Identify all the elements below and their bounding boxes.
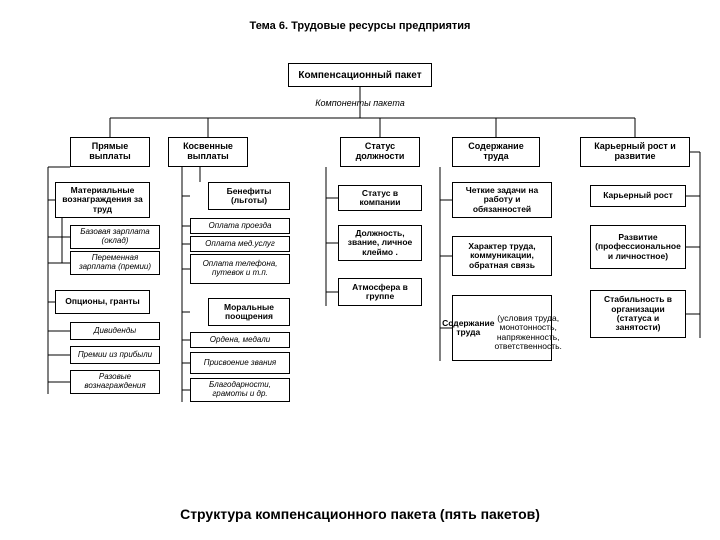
node-23: Стабильность в организации (статуса и за… xyxy=(590,290,686,338)
node-17: Атмосфера в группе xyxy=(338,278,422,306)
diagram-canvas: Тема 6. Трудовые ресурсы предприятия Ком… xyxy=(0,0,720,540)
node-5: Премии из прибыли xyxy=(70,346,160,364)
branch-node-2: Статус должности xyxy=(340,137,420,167)
node-13: Присвоение звания xyxy=(190,352,290,374)
node-15: Статус в компании xyxy=(338,185,422,211)
branch-node-3: Содержание труда xyxy=(452,137,540,167)
node-14: Благодарности, грамоты и др. xyxy=(190,378,290,402)
node-16: Должность, звание, личное клеймо . xyxy=(338,225,422,261)
node-9: Оплата мед.услуг xyxy=(190,236,290,252)
node-22: Развитие (профессиональное и личностное) xyxy=(590,225,686,269)
node-19: Характер труда, коммуникации, обратная с… xyxy=(452,236,552,276)
node-8: Оплата проезда xyxy=(190,218,290,234)
node-6: Разовые вознаграждения xyxy=(70,370,160,394)
branch-node-0: Прямые выплаты xyxy=(70,137,150,167)
root-node: Компенсационный пакет xyxy=(288,63,432,87)
node-21: Карьерный рост xyxy=(590,185,686,207)
branch-node-1: Косвенные выплаты xyxy=(168,137,248,167)
page-title-bottom: Структура компенсационного пакета (пять … xyxy=(0,506,720,522)
node-20: Содержание труда(условия труда, монотонн… xyxy=(452,295,552,361)
node-0: Материальные вознаграждения за труд xyxy=(55,182,150,218)
node-7: Бенефиты (льготы) xyxy=(208,182,290,210)
node-3: Опционы, гранты xyxy=(55,290,150,314)
node-4: Дивиденды xyxy=(70,322,160,340)
branch-node-4: Карьерный рост и развитие xyxy=(580,137,690,167)
node-18: Четкие задачи на работу и обязанностей xyxy=(452,182,552,218)
node-1: Базовая зарплата (оклад) xyxy=(70,225,160,249)
node-12: Ордена, медали xyxy=(190,332,290,348)
node-10: Оплата телефона, путевок и т.п. xyxy=(190,254,290,284)
page-title-top: Тема 6. Трудовые ресурсы предприятия xyxy=(0,20,720,32)
node-11: Моральные поощрения xyxy=(208,298,290,326)
components-label: Компоненты пакета xyxy=(0,98,720,108)
node-2: Переменная зарплата (премии) xyxy=(70,251,160,275)
